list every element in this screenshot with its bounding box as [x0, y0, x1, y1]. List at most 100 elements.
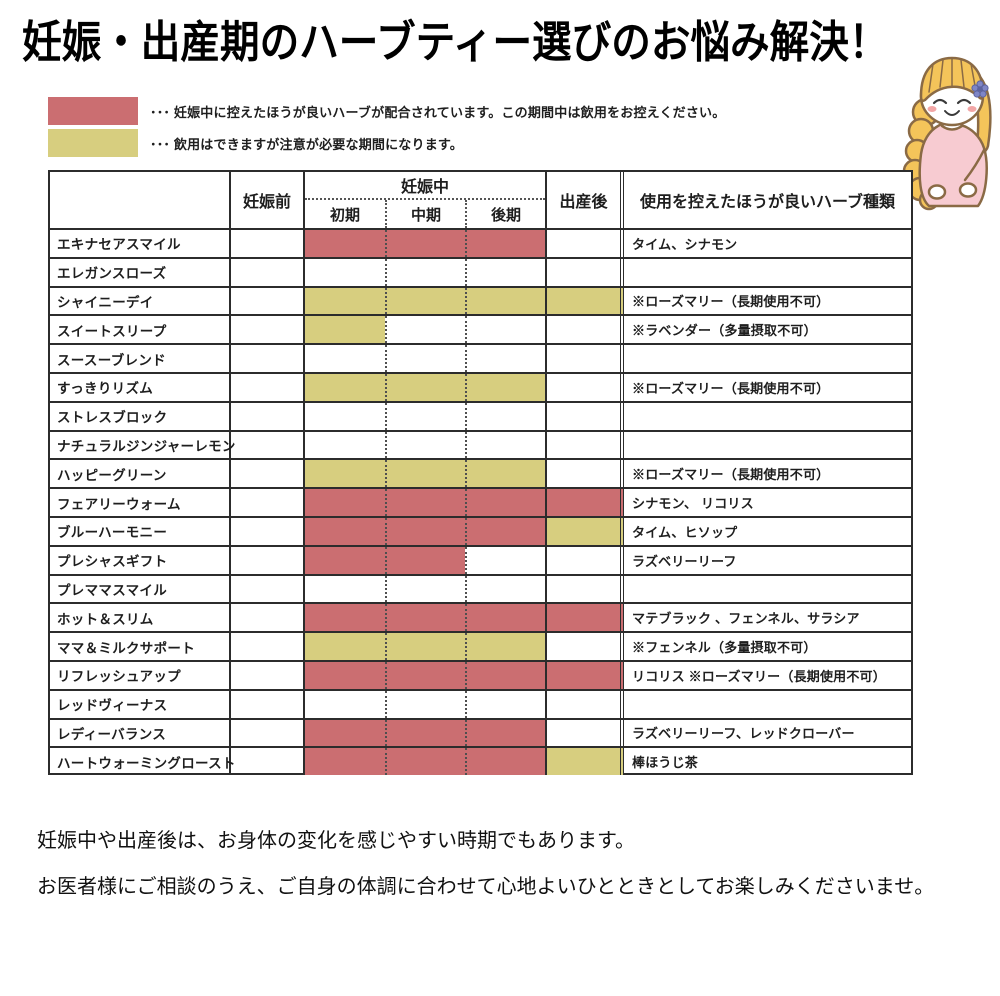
herbs-note [624, 576, 911, 603]
period-cell-post [547, 546, 624, 574]
herbs-note: ※フェンネル（多量摂取不可） [632, 640, 817, 656]
period-cell-early [305, 517, 385, 545]
period-cell-post [547, 345, 624, 372]
table-row: プレママスマイル [50, 575, 911, 605]
period-cell-post [547, 633, 624, 660]
herbs-note: ※ローズマリー（長期使用不可） [632, 467, 830, 483]
period-cell-late [465, 575, 547, 603]
period-cell-mid [385, 460, 465, 488]
legend-item-avoid: ･･･ 妊娠中に控えたほうが良いハーブが配合されています。この期間中は飲用をお控… [48, 97, 725, 125]
table-row: レッドヴィーナス [50, 690, 911, 720]
period-cell-early [305, 432, 385, 459]
period-cell-late [465, 345, 547, 372]
product-name: ストレスブロック [50, 402, 231, 430]
period-cell-early [305, 633, 385, 660]
header-herbs-to-avoid: 使用を控えたほうが良いハーブ種類 [639, 194, 896, 211]
table-row: ママ＆ミルクサポート ※フェンネル（多量摂取不可） [50, 633, 911, 662]
product-name: フェアリーウォーム [50, 489, 231, 516]
period-cell-post [547, 748, 624, 776]
period-cell-post [547, 402, 624, 430]
period-cell-post [547, 489, 624, 516]
period-cell-pre [231, 431, 305, 459]
product-name: すっきりリズム [50, 373, 231, 401]
period-cell-post [547, 373, 624, 401]
period-cell-mid [385, 633, 465, 660]
period-cell-late [465, 460, 547, 488]
table-body: エキナセアスマイル タイム、シナモン エレガンスローズ シャイニーデイ ※ローズマリー（… [50, 230, 911, 776]
period-cell-pre [231, 230, 305, 257]
product-name: プレママスマイル [50, 575, 231, 603]
product-name: スースーブレンド [50, 345, 231, 372]
period-cell-late [465, 690, 547, 718]
herbs-note: マテブラック 、フェンネル、サラシア [632, 611, 860, 627]
period-cell-mid [385, 345, 465, 372]
period-cell-pre [231, 575, 305, 603]
table-row: リフレッシュアップ リコリス ※ローズマリー（長期使用不可） [50, 661, 911, 691]
flower-clip-icon [971, 80, 989, 98]
period-cell-post [547, 517, 624, 545]
product-name: レディーバランス [50, 719, 231, 747]
legend: ･･･ 妊娠中に控えたほうが良いハーブが配合されています。この期間中は飲用をお控… [48, 97, 725, 157]
period-cell-pre [231, 719, 305, 747]
product-name: スイートスリープ [50, 316, 231, 344]
herbs-note [624, 345, 911, 372]
header-pre-pregnancy: 妊娠前 [231, 172, 305, 228]
period-cell-late [465, 517, 547, 545]
period-cell-late [465, 604, 547, 632]
period-cell-late [465, 431, 547, 459]
period-cell-pre [231, 690, 305, 718]
period-cell-post [547, 575, 624, 603]
period-cell-early [305, 316, 385, 344]
period-cell-pre [231, 287, 305, 315]
product-name: リフレッシュアップ [50, 661, 231, 689]
footer-note: 妊娠中や出産後は、お身体の変化を感じやすい時期でもあります。 お医者様にご相談の… [37, 824, 934, 916]
period-cell-post [547, 460, 624, 488]
herbs-note [624, 432, 911, 459]
period-cell-early [305, 546, 385, 574]
period-cell-early [305, 259, 385, 286]
period-cell-mid [385, 316, 465, 344]
period-cell-mid [385, 690, 465, 718]
period-cell-post [547, 719, 624, 747]
period-cell-mid [385, 517, 465, 545]
period-cell-late [465, 373, 547, 401]
period-cell-mid [385, 230, 465, 257]
product-name: シャイニーデイ [50, 287, 231, 315]
period-cell-mid [385, 575, 465, 603]
table-row: フェアリーウォーム シナモン、 リコリス [50, 489, 911, 518]
period-cell-pre [231, 345, 305, 372]
period-cell-early [305, 661, 385, 689]
table-row: スイートスリープ ※ラベンダー（多量摂取不可） [50, 316, 911, 346]
period-cell-late [465, 719, 547, 747]
period-cell-early [305, 460, 385, 488]
period-cell-late [465, 748, 547, 776]
period-cell-mid [385, 719, 465, 747]
period-cell-early [305, 604, 385, 632]
period-cell-mid [385, 431, 465, 459]
period-cell-early [305, 719, 385, 747]
period-cell-pre [231, 633, 305, 660]
legend-text-caution: ･･･ 飲用はできますが注意が必要な期間になります。 [150, 136, 464, 152]
legend-item-caution: ･･･ 飲用はできますが注意が必要な期間になります。 [48, 129, 725, 157]
period-cell-pre [231, 517, 305, 545]
right-hand [958, 182, 978, 198]
sleeve-line [963, 148, 986, 182]
period-cell-early [305, 345, 385, 372]
period-cell-late [465, 316, 547, 344]
period-cell-early [305, 287, 385, 315]
period-cell-mid [385, 258, 465, 286]
period-cell-mid [385, 604, 465, 632]
period-cell-pre [231, 373, 305, 401]
legend-swatch-yellow [48, 129, 138, 157]
period-cell-early [305, 403, 385, 430]
header-product-name [50, 172, 231, 228]
table-row: シャイニーデイ ※ローズマリー（長期使用不可） [50, 287, 911, 317]
period-cell-late [465, 633, 547, 660]
table-row: ホット＆スリム マテブラック 、フェンネル、サラシア [50, 604, 911, 634]
period-cell-mid [385, 373, 465, 401]
herbs-note: ラズベリーリーフ、レッドクローバー [632, 726, 855, 742]
table-row: スースーブレンド [50, 345, 911, 374]
period-cell-pre [231, 489, 305, 516]
product-name: ハートウォーミングロースト [50, 748, 235, 776]
period-cell-late [465, 230, 547, 257]
